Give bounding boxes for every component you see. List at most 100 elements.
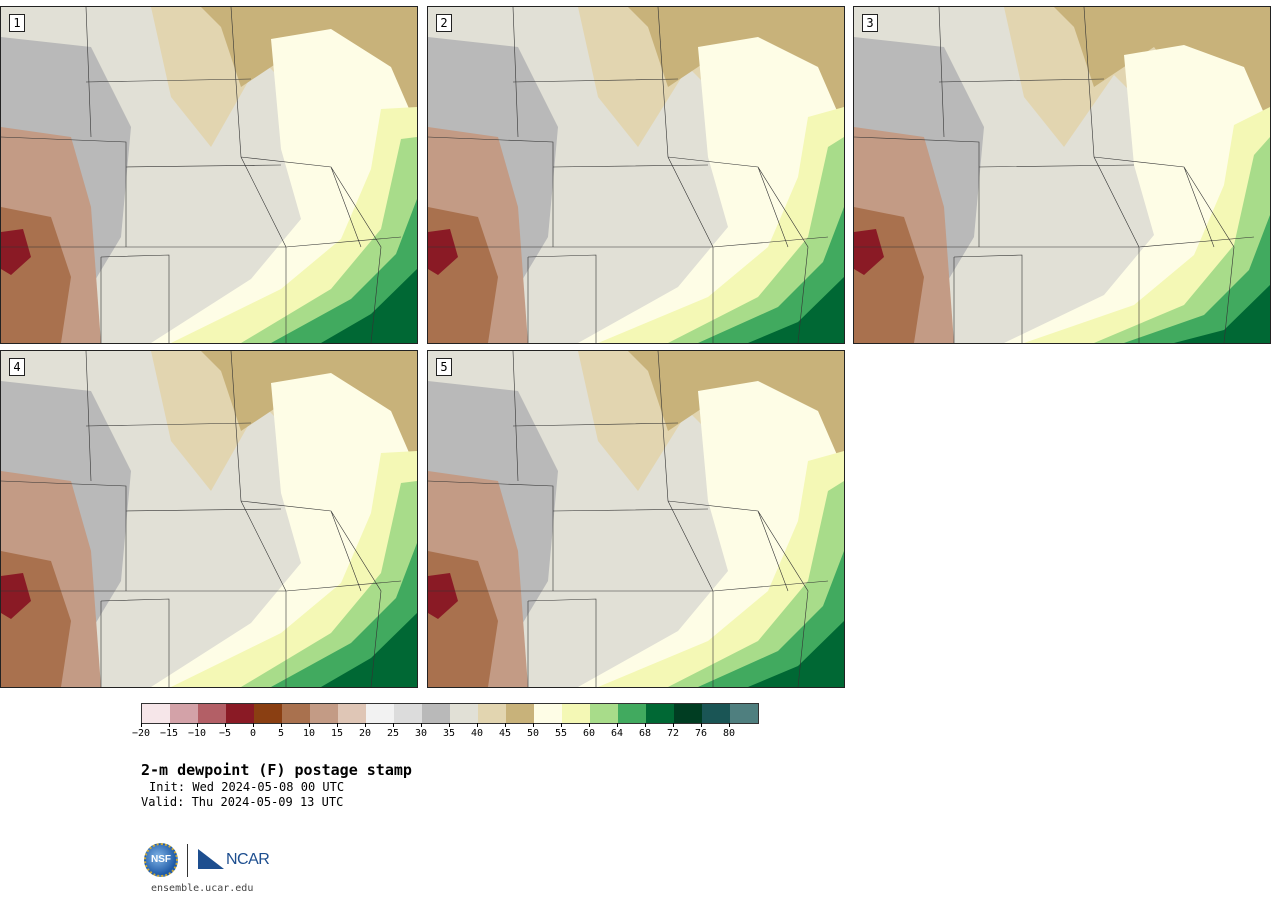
colorbar-tick — [477, 723, 478, 727]
colorbar-tick — [561, 723, 562, 727]
member-panel-4: 4 — [0, 350, 418, 688]
colorbar-tick-label: 40 — [470, 728, 484, 739]
colorbar-tick-label: −10 — [187, 728, 207, 739]
colorbar-tick-label: 68 — [638, 728, 652, 739]
colorbar-swatch — [338, 704, 366, 723]
state-borders — [854, 7, 1255, 343]
dewpoint-map-3 — [854, 7, 1270, 343]
colorbar-tick-label: 55 — [554, 728, 568, 739]
colorbar-tick-label: 72 — [666, 728, 680, 739]
dewpoint-band-minus5 — [1, 229, 31, 275]
colorbar-swatch — [422, 704, 450, 723]
colorbar-swatch — [198, 704, 226, 723]
colorbar-swatch — [618, 704, 646, 723]
dewpoint-band-minus5 — [428, 573, 458, 619]
colorbar-swatch — [730, 704, 758, 723]
colorbar-tick — [365, 723, 366, 727]
colorbar-swatch — [590, 704, 618, 723]
plot-title: 2-m dewpoint (F) postage stamp — [141, 761, 412, 779]
dewpoint-band-68 — [321, 269, 417, 343]
member-panel-3: 3 — [853, 6, 1271, 344]
colorbar-tick — [449, 723, 450, 727]
colorbar-tick-label: 35 — [442, 728, 456, 739]
state-borders — [1, 351, 402, 687]
member-label: 2 — [436, 14, 452, 32]
member-panel-1: 1 — [0, 6, 418, 344]
colorbar-tick-label: 76 — [694, 728, 708, 739]
colorbar-tick-label: 5 — [277, 728, 285, 739]
dewpoint-band-68 — [748, 277, 844, 343]
colorbar-swatch — [394, 704, 422, 723]
dewpoint-band-64 — [1124, 215, 1270, 343]
ncar-icon — [198, 849, 224, 869]
colorbar-tick — [421, 723, 422, 727]
colorbar-swatch — [478, 704, 506, 723]
colorbar-tick — [169, 723, 170, 727]
nsf-logo: NSF — [144, 843, 178, 877]
dewpoint-band-68 — [1174, 285, 1270, 343]
colorbar-tick — [617, 723, 618, 727]
dewpoint-band-minus5 — [1, 573, 31, 619]
colorbar-tick-label: −20 — [131, 728, 151, 739]
colorbar-swatch — [534, 704, 562, 723]
colorbar-tick-label: 25 — [386, 728, 400, 739]
colorbar-tick-label: 30 — [414, 728, 428, 739]
colorbar-tick-label: 10 — [302, 728, 316, 739]
member-panel-5: 5 — [427, 350, 845, 688]
dewpoint-band-68 — [321, 613, 417, 687]
colorbar-tick-label: 64 — [610, 728, 624, 739]
colorbar-tick — [393, 723, 394, 727]
state-borders — [1, 7, 402, 343]
init-time: Init: Wed 2024-05-08 00 UTC — [149, 780, 345, 794]
colorbar-swatch — [702, 704, 730, 723]
dewpoint-band-68 — [748, 621, 844, 687]
colorbar-swatch — [366, 704, 394, 723]
member-label: 4 — [9, 358, 25, 376]
colorbar-tick-label: 60 — [582, 728, 596, 739]
colorbar-swatch — [226, 704, 254, 723]
dewpoint-map-2 — [428, 7, 844, 343]
colorbar-tick — [141, 723, 142, 727]
colorbar-swatch — [282, 704, 310, 723]
dewpoint-band-64 — [698, 551, 844, 687]
member-label: 1 — [9, 14, 25, 32]
state-borders — [428, 351, 829, 687]
colorbar-tick — [589, 723, 590, 727]
colorbar-tick — [505, 723, 506, 727]
dewpoint-band-64 — [698, 207, 844, 343]
colorbar-tick-label: 15 — [330, 728, 344, 739]
colorbar-tick — [533, 723, 534, 727]
colorbar-swatch — [674, 704, 702, 723]
colorbar-swatch — [310, 704, 338, 723]
colorbar-swatch — [170, 704, 198, 723]
logo-divider — [187, 844, 188, 877]
colorbar-tick — [729, 723, 730, 727]
colorbar-tick-label: 0 — [249, 728, 257, 739]
colorbar-swatch — [646, 704, 674, 723]
colorbar-swatch — [562, 704, 590, 723]
member-label: 5 — [436, 358, 452, 376]
colorbar-tick — [645, 723, 646, 727]
colorbar — [141, 703, 759, 724]
site-url: ensemble.ucar.edu — [151, 883, 254, 894]
colorbar-tick — [225, 723, 226, 727]
colorbar-ticks: −20 −15 −10 −5 0 5 10 15 20 25 30 35 40 45 50 55 60 64 68 7… — [132, 723, 757, 745]
colorbar-tick-label: 80 — [722, 728, 736, 739]
colorbar-tick-label: 45 — [498, 728, 512, 739]
ncar-logo: NCAR — [226, 851, 270, 868]
colorbar-tick-label: 50 — [526, 728, 540, 739]
colorbar-tick-label: −15 — [159, 728, 179, 739]
valid-time: Valid: Thu 2024-05-09 13 UTC — [141, 795, 344, 809]
colorbar-tick — [253, 723, 254, 727]
colorbar-tick — [337, 723, 338, 727]
colorbar-swatch — [142, 704, 170, 723]
colorbar-tick — [197, 723, 198, 727]
colorbar-tick — [673, 723, 674, 727]
colorbar-tick-label: 20 — [358, 728, 372, 739]
dewpoint-map-1 — [1, 7, 417, 343]
colorbar-swatch — [254, 704, 282, 723]
colorbar-swatch — [506, 704, 534, 723]
colorbar-tick-label: −5 — [218, 728, 232, 739]
dewpoint-map-5 — [428, 351, 844, 687]
dewpoint-band-60 — [1094, 137, 1270, 343]
